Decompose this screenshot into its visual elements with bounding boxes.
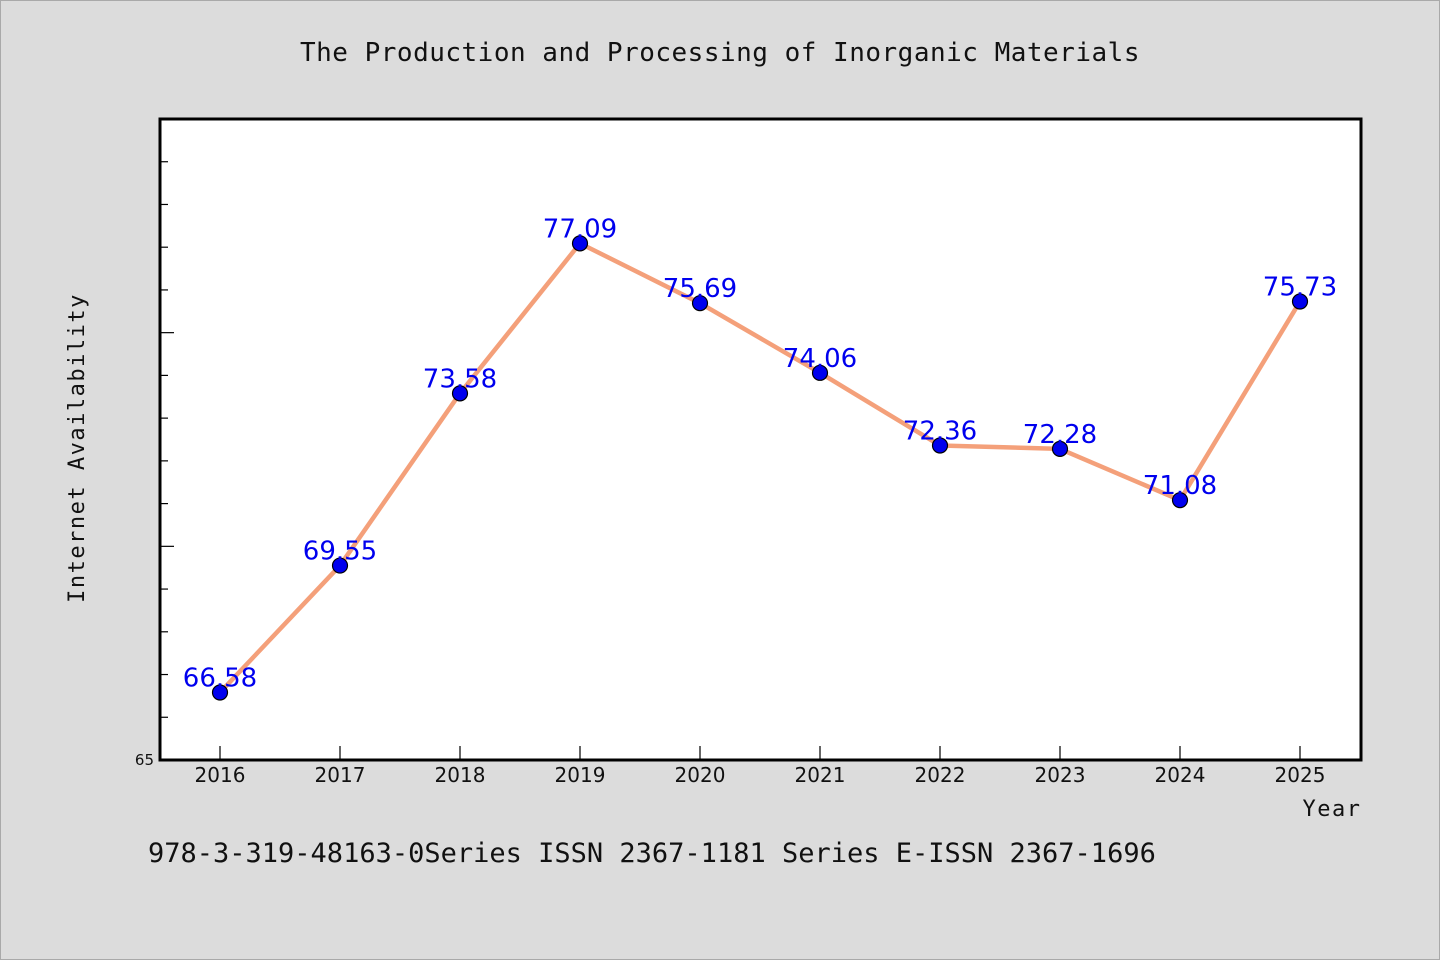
series-line-group (217, 241, 1303, 695)
data-label: 71.08 (1143, 471, 1217, 501)
x-tick-label: 2023 (1035, 763, 1086, 787)
data-label: 75.69 (663, 274, 737, 304)
data-label: 77.09 (543, 214, 617, 244)
data-point (571, 235, 589, 252)
x-tick-label: 2019 (555, 763, 606, 787)
x-axis-title: Year (1303, 797, 1362, 822)
markers-group (211, 235, 1309, 701)
data-point (691, 295, 709, 312)
data-point (211, 684, 229, 701)
data-label: 72.36 (903, 416, 977, 446)
data-labels-group: 66.58 69.55 73.58 77.09 75.69 74.06 72.36 72.28… (183, 214, 1337, 693)
data-point (1291, 293, 1309, 310)
x-tick-label: 2022 (915, 763, 966, 787)
data-point (331, 557, 349, 574)
data-point (931, 437, 949, 454)
x-ticks: 2016 2017 2018 2019 2020 2021 2022 2023 2024 2025 (195, 746, 1326, 787)
data-label: 69.55 (303, 537, 377, 567)
data-label: 72.28 (1023, 420, 1097, 450)
data-point (1051, 440, 1069, 458)
data-label: 75.73 (1263, 272, 1337, 302)
y-ticks: 65 (135, 161, 174, 769)
data-label: 66.58 (183, 663, 257, 693)
chart-title: The Production and Processing of Inorgan… (300, 38, 1140, 68)
x-tick-label: 2024 (1155, 763, 1206, 787)
x-tick-label: 2018 (435, 763, 486, 787)
data-label: 74.06 (783, 344, 857, 374)
series-line (217, 241, 1303, 695)
data-label: 73.58 (423, 364, 497, 394)
y-axis-title: Internet Availability (65, 293, 90, 603)
data-point (811, 364, 829, 381)
x-tick-label: 2016 (195, 763, 246, 787)
data-point (451, 385, 469, 402)
x-tick-label: 2021 (795, 763, 846, 787)
plot-area (158, 117, 1363, 762)
x-tick-label: 2025 (1275, 763, 1326, 787)
footnote-text: 978-3-319-48163-0Series ISSN 2367-1181 S… (148, 838, 1156, 869)
y-tick-label: 65 (135, 751, 154, 769)
x-tick-label: 2020 (675, 763, 726, 787)
data-point (1171, 492, 1189, 509)
x-tick-label: 2017 (315, 763, 366, 787)
